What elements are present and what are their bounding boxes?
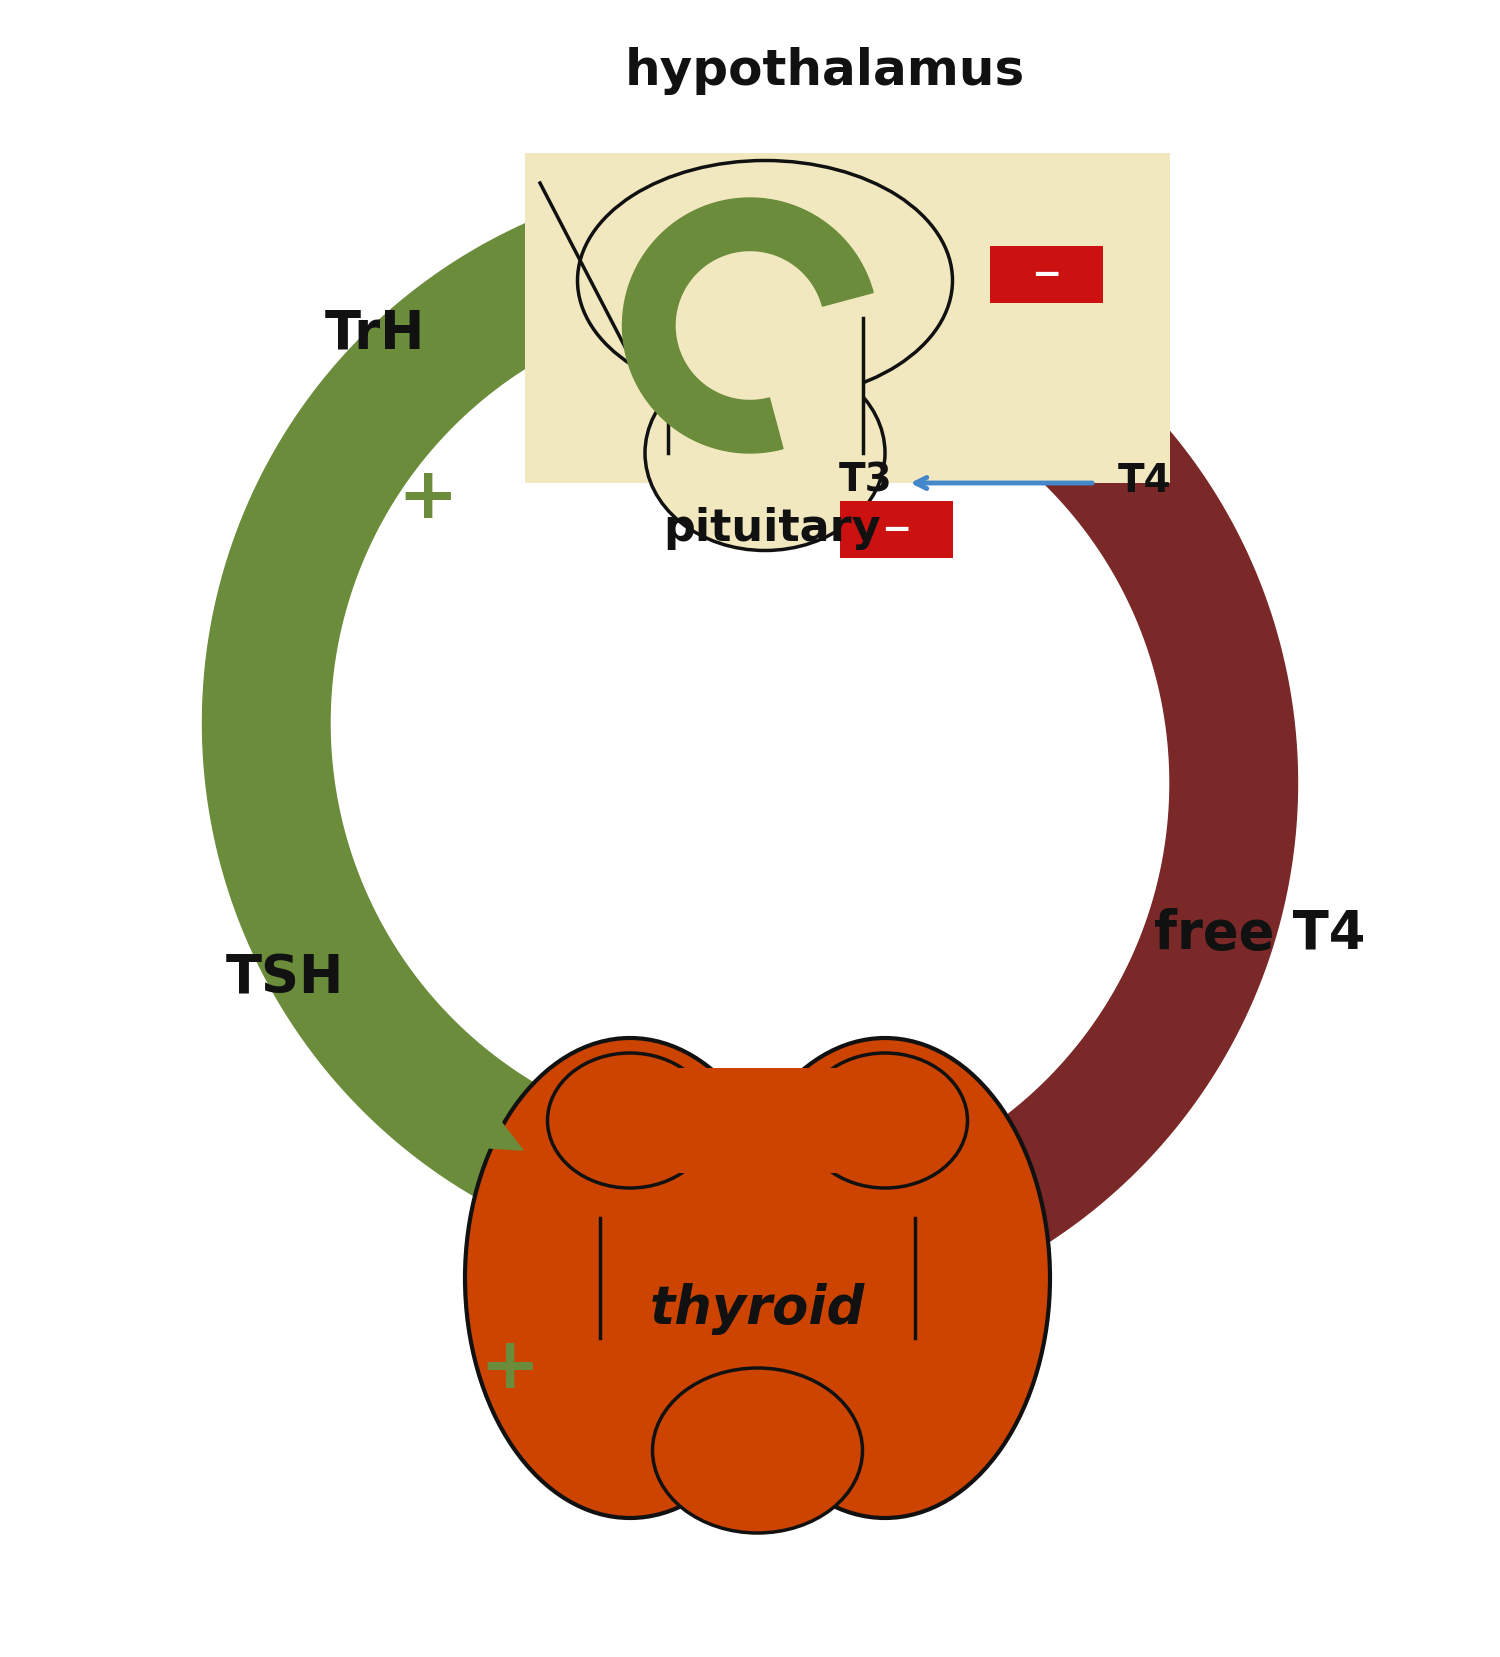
Ellipse shape (548, 1054, 712, 1188)
Ellipse shape (645, 356, 885, 552)
Ellipse shape (578, 161, 952, 401)
Ellipse shape (802, 1054, 968, 1188)
Polygon shape (808, 242, 1298, 1258)
Polygon shape (1196, 603, 1264, 693)
Text: −: − (1030, 258, 1062, 292)
FancyBboxPatch shape (840, 502, 952, 558)
Polygon shape (432, 1079, 524, 1150)
Ellipse shape (465, 1039, 795, 1518)
Text: −: − (880, 514, 912, 547)
Text: TrH: TrH (326, 308, 424, 360)
Polygon shape (668, 318, 862, 454)
Text: thyroid: thyroid (650, 1283, 866, 1334)
Text: free T4: free T4 (1155, 908, 1365, 959)
Text: +: + (398, 464, 458, 534)
Polygon shape (675, 1069, 840, 1173)
Polygon shape (202, 184, 676, 1206)
Polygon shape (741, 418, 776, 447)
Polygon shape (525, 154, 1170, 484)
Polygon shape (818, 280, 904, 353)
Ellipse shape (720, 1039, 1050, 1518)
Text: +: + (480, 1334, 540, 1403)
Polygon shape (600, 1218, 915, 1339)
FancyBboxPatch shape (990, 247, 1102, 303)
Text: hypothalamus: hypothalamus (626, 48, 1024, 96)
Text: T4: T4 (1118, 462, 1172, 500)
Text: TSH: TSH (226, 953, 344, 1004)
Text: pituitary: pituitary (663, 507, 882, 550)
Polygon shape (622, 199, 873, 454)
Text: T3: T3 (839, 462, 892, 500)
Polygon shape (682, 1143, 832, 1413)
Ellipse shape (652, 1369, 862, 1533)
